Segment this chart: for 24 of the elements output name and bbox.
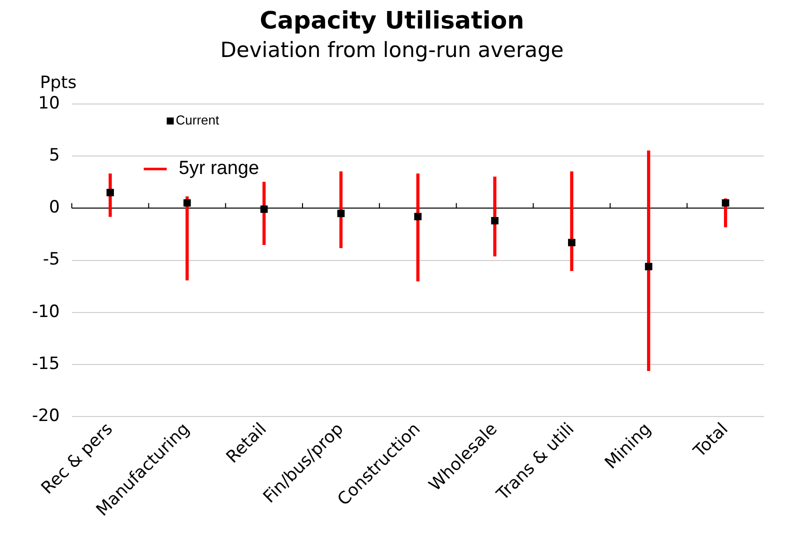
legend-label: 5yr range	[178, 158, 260, 180]
bar	[493, 176, 496, 256]
bar	[647, 150, 650, 372]
legend-label: Current	[176, 112, 220, 128]
point	[722, 199, 730, 207]
y-tick-label: 10	[38, 93, 60, 114]
point	[491, 216, 498, 224]
point	[260, 206, 268, 213]
y-tick-label: -20	[32, 406, 60, 426]
chart-subtitle: Deviation from long-run average	[220, 38, 564, 62]
chart-title: Capacity Utilisation	[260, 6, 524, 35]
point	[414, 212, 422, 220]
y-tick-label: 5	[48, 146, 60, 166]
y-axis-title: Ppts	[40, 72, 77, 93]
point	[644, 262, 652, 270]
point	[568, 238, 576, 246]
point	[183, 199, 191, 207]
y-tick-label: -10	[32, 302, 60, 322]
y-tick-label: -5	[42, 250, 60, 270]
bar	[570, 171, 574, 272]
y-tick-label: -15	[32, 354, 60, 374]
y-tick-label: 0	[48, 198, 60, 218]
point	[106, 188, 114, 196]
point	[337, 210, 345, 218]
